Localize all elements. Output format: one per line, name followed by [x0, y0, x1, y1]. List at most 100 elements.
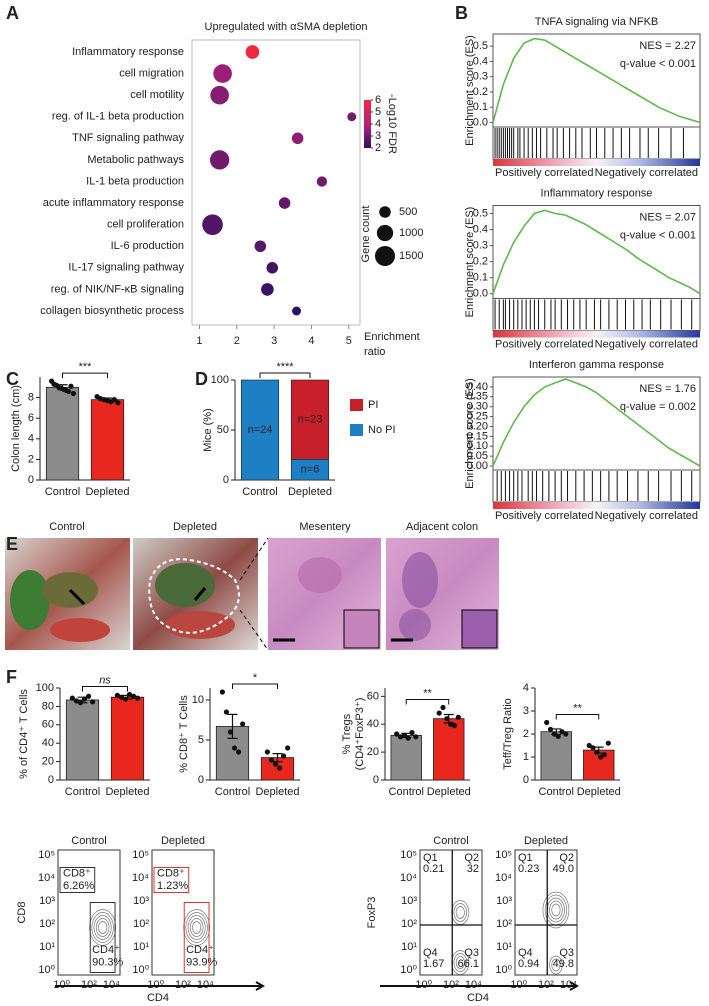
y-tick-label: 50: [217, 424, 229, 436]
size-legend-label: 1000: [399, 227, 423, 239]
axis-label: Gene count: [360, 206, 372, 263]
contour: [453, 953, 468, 972]
contour: [95, 918, 110, 937]
y-tick-label: 2: [28, 453, 34, 465]
bubble: [261, 283, 274, 296]
arrow: [68, 588, 86, 606]
panel-e-images: [5, 537, 499, 651]
es-curve: [492, 209, 701, 295]
size-legend-label: 1500: [399, 250, 423, 262]
data-point: [586, 742, 592, 749]
data-point: [598, 754, 604, 760]
data-point: [594, 749, 600, 756]
y-tick-label: 40: [42, 737, 54, 749]
quadrant-name: Q1: [518, 852, 533, 864]
axis-label: Enrichment score (ES): [464, 207, 476, 318]
y-tick-label: 0.5: [473, 40, 488, 52]
quadrant-value: 49.0: [553, 863, 574, 875]
x-tick-label: 4: [308, 335, 314, 347]
data-point: [73, 698, 80, 704]
rank-bar: [493, 502, 700, 509]
axis-label: % CD8⁺ T Cells: [178, 695, 190, 773]
data-point: [405, 735, 411, 741]
chart-title: Interferon gamma response: [529, 359, 664, 371]
gate-name: CD8⁺: [157, 868, 185, 880]
bar: [583, 749, 615, 781]
bar: [540, 731, 572, 781]
x-tick-label: Depleted: [427, 786, 471, 798]
gate: [183, 902, 210, 973]
bubble: [202, 214, 223, 235]
data-point: [436, 710, 442, 716]
category-label: acute inflammatory response: [43, 197, 184, 209]
annotation: q-value = 0.002: [620, 401, 696, 413]
quadrant-value: 0.21: [423, 863, 444, 875]
data-point: [81, 696, 88, 702]
axis-label: CD4: [467, 992, 489, 1004]
colorbar-tick-label: 6: [375, 94, 381, 106]
quadrant-name: Q4: [518, 947, 533, 959]
panel-letter: F: [6, 667, 17, 687]
significance-label: **: [423, 687, 432, 699]
quadrant-name: Q2: [464, 852, 479, 864]
category-label: IL-17 signaling pathway: [68, 262, 184, 274]
error-bar: [227, 713, 238, 739]
y-tick-label: 20: [367, 746, 379, 758]
rank-bar: [493, 330, 700, 338]
bubble: [213, 64, 232, 83]
flow-y-tick: 10¹: [496, 941, 512, 953]
bubble: [316, 176, 328, 187]
gate: [153, 867, 190, 893]
category-label: reg. of NIK/NF-κB signaling: [51, 283, 184, 295]
category-label: cell migration: [119, 67, 184, 79]
significance-label: ***: [79, 361, 93, 373]
rank-label: Positively correlated: [495, 510, 593, 522]
colorbar-tick-label: 3: [375, 130, 381, 142]
panel-letter: B: [455, 3, 468, 23]
panel-letter: C: [6, 369, 19, 389]
contour: [93, 915, 112, 940]
data-point: [111, 397, 118, 403]
data-point: [70, 390, 77, 397]
rank-label: Negatively correlated: [595, 338, 698, 350]
hit-frame: [492, 469, 701, 503]
flow-y-tick: 10⁵: [495, 849, 512, 861]
contour: [542, 891, 570, 929]
axis-arrow: [55, 981, 266, 991]
x-tick-label: Control: [242, 486, 277, 498]
axis-label: Enrichment score (ES): [464, 378, 476, 489]
data-point: [605, 740, 611, 746]
gate: [89, 902, 116, 973]
significance-label: **: [573, 702, 582, 714]
bar-annotation: n=24: [248, 424, 273, 436]
axis-label: -Log10 FDR: [386, 94, 398, 154]
significance-bracket: [555, 714, 600, 720]
image-label: Depleted: [173, 521, 217, 533]
legend-swatch: [350, 399, 363, 411]
contour: [189, 918, 204, 937]
flow-title: Control: [433, 835, 468, 847]
bar: [65, 699, 100, 781]
data-point: [118, 694, 125, 700]
bubble: [245, 45, 260, 59]
data-point: [264, 749, 270, 755]
data-point: [135, 695, 141, 701]
y-tick-label: 0.05: [467, 450, 488, 462]
size-legend-dot: [379, 206, 391, 218]
y-tick-label: 0.4: [473, 55, 488, 67]
bar: [433, 718, 465, 781]
contour: [192, 921, 202, 934]
quadrant-value: 49.8: [553, 958, 574, 970]
flow-x-tick: 10²: [538, 979, 554, 991]
flow-y-tick: 10¹: [39, 941, 55, 953]
y-tick-label: 0: [28, 474, 34, 486]
y-tick-label: 0: [223, 474, 229, 486]
axis-label: FoxP3: [366, 897, 378, 929]
quadrant-name: Q3: [464, 947, 479, 959]
flow-x-tick: 10⁴: [197, 979, 214, 991]
x-tick-label: 3: [271, 335, 277, 347]
bar-segment: [290, 379, 330, 460]
data-point: [122, 696, 129, 702]
y-tick-label: 40: [367, 718, 379, 730]
flow-y-tick: 10²: [496, 918, 512, 930]
